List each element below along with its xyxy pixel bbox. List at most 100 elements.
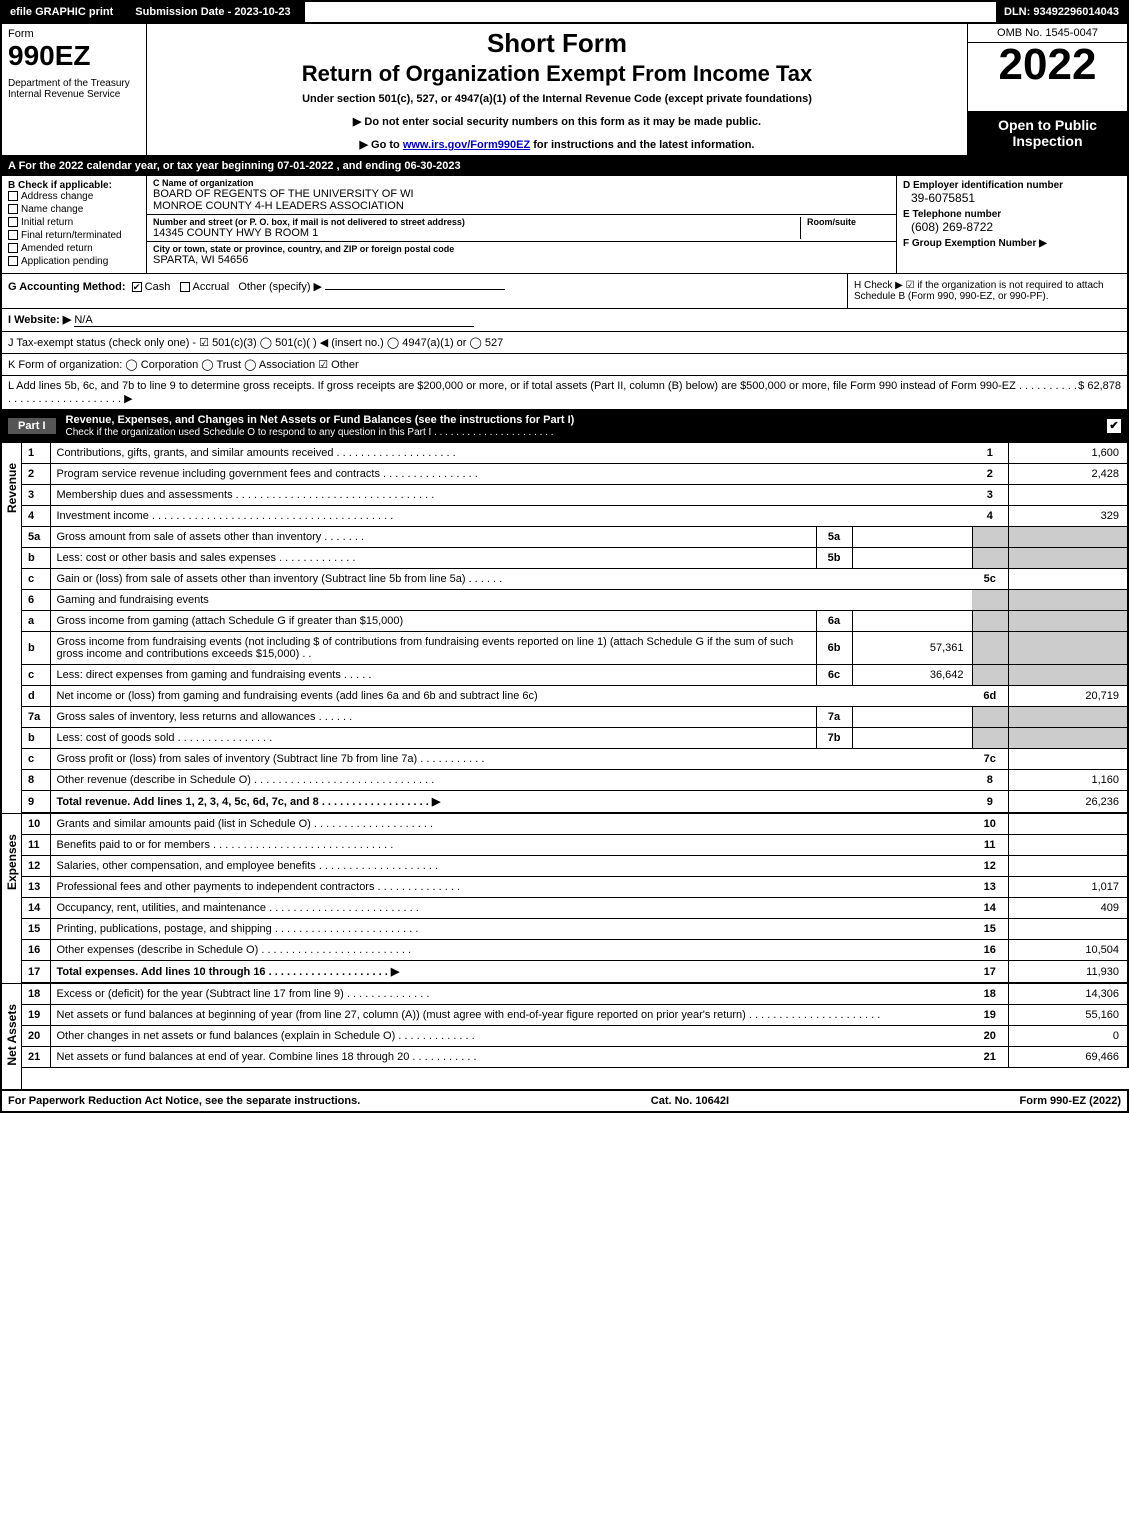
- submission-date-button[interactable]: Submission Date - 2023-10-23: [123, 2, 304, 22]
- instruction-line-2: ▶ Go to www.irs.gov/Form990EZ for instru…: [153, 138, 961, 151]
- part-1-title: Revenue, Expenses, and Changes in Net As…: [66, 414, 1107, 438]
- cb-application-pending[interactable]: Application pending: [8, 256, 140, 267]
- line-description: Other expenses (describe in Schedule O) …: [50, 940, 972, 961]
- header-center: Short Form Return of Organization Exempt…: [147, 24, 967, 155]
- right-line-number: 14: [972, 898, 1008, 919]
- line-description: Gross income from gaming (attach Schedul…: [50, 611, 816, 632]
- short-form-title: Short Form: [153, 28, 961, 59]
- right-line-value: [1008, 485, 1128, 506]
- line-description: Less: cost of goods sold . . . . . . . .…: [50, 728, 816, 749]
- mid-line-number: 6a: [816, 611, 852, 632]
- phone-label: E Telephone number: [903, 209, 1121, 220]
- right-line-value: [1008, 749, 1128, 770]
- part-1-header: Part I Revenue, Expenses, and Changes in…: [0, 410, 1129, 443]
- mid-line-number: 6c: [816, 665, 852, 686]
- right-line-number: 6d: [972, 686, 1008, 707]
- irs-link[interactable]: www.irs.gov/Form990EZ: [403, 139, 530, 151]
- c-name-label: C Name of organization: [153, 178, 890, 188]
- line-description: Less: direct expenses from gaming and fu…: [50, 665, 816, 686]
- street-address: 14345 COUNTY HWY B ROOM 1: [153, 227, 800, 239]
- table-row: cGain or (loss) from sale of assets othe…: [22, 569, 1128, 590]
- right-line-number: 11: [972, 835, 1008, 856]
- other-label: Other (specify) ▶: [238, 281, 322, 293]
- mid-line-value: 36,642: [852, 665, 972, 686]
- right-line-number: [972, 707, 1008, 728]
- cb-cash[interactable]: [132, 282, 142, 292]
- efile-print-button[interactable]: efile GRAPHIC print: [2, 2, 123, 22]
- ein-value: 39-6075851: [911, 191, 1121, 205]
- mid-line-number: 7a: [816, 707, 852, 728]
- line-description: Gaming and fundraising events: [50, 590, 972, 611]
- subtitle: Under section 501(c), 527, or 4947(a)(1)…: [153, 93, 961, 105]
- goto-post: for instructions and the latest informat…: [530, 139, 754, 151]
- right-line-number: [972, 665, 1008, 686]
- other-input-line[interactable]: [325, 289, 505, 290]
- right-line-value: 1,017: [1008, 877, 1128, 898]
- right-line-value: 20,719: [1008, 686, 1128, 707]
- table-row: 5aGross amount from sale of assets other…: [22, 527, 1128, 548]
- table-row: 4Investment income . . . . . . . . . . .…: [22, 506, 1128, 527]
- mid-line-number: 5b: [816, 548, 852, 569]
- cb-final-return[interactable]: Final return/terminated: [8, 230, 140, 241]
- right-line-value: [1008, 856, 1128, 877]
- line-description: Investment income . . . . . . . . . . . …: [50, 506, 972, 527]
- row-i-website: I Website: ▶ N/A: [0, 309, 1129, 332]
- part-1-checkbox[interactable]: ✔: [1107, 419, 1121, 433]
- revenue-side-label: Revenue: [0, 443, 22, 813]
- expenses-table: 10Grants and similar amounts paid (list …: [22, 814, 1129, 983]
- line-number: c: [22, 569, 50, 590]
- line-number: d: [22, 686, 50, 707]
- header-left: Form 990EZ Department of the Treasury In…: [2, 24, 147, 155]
- right-line-value: [1008, 814, 1128, 835]
- line-number: c: [22, 665, 50, 686]
- line-number: c: [22, 749, 50, 770]
- line-number: 4: [22, 506, 50, 527]
- city-label: City or town, state or province, country…: [153, 244, 890, 254]
- revenue-table: 1Contributions, gifts, grants, and simil…: [22, 443, 1129, 813]
- group-exemption-label: F Group Exemption Number ▶: [903, 238, 1121, 249]
- mid-line-value: [852, 527, 972, 548]
- form-label: Form: [8, 28, 140, 40]
- right-line-number: 4: [972, 506, 1008, 527]
- table-row: 11Benefits paid to or for members . . . …: [22, 835, 1128, 856]
- ein-label: D Employer identification number: [903, 180, 1121, 191]
- line-number: 13: [22, 877, 50, 898]
- line-description: Total expenses. Add lines 10 through 16 …: [50, 961, 972, 983]
- line-number: 10: [22, 814, 50, 835]
- line-description: Net assets or fund balances at beginning…: [50, 1005, 972, 1026]
- cb-accrual[interactable]: [180, 282, 190, 292]
- mid-line-value: [852, 728, 972, 749]
- box-d: D Employer identification number 39-6075…: [897, 176, 1127, 273]
- section-a-period: A For the 2022 calendar year, or tax yea…: [0, 157, 1129, 176]
- revenue-section: Revenue 1Contributions, gifts, grants, a…: [0, 443, 1129, 814]
- right-line-number: 19: [972, 1005, 1008, 1026]
- department-label: Department of the Treasury Internal Reve…: [8, 78, 140, 100]
- cb-amended-return[interactable]: Amended return: [8, 243, 140, 254]
- cb-initial-return[interactable]: Initial return: [8, 217, 140, 228]
- right-line-value: 329: [1008, 506, 1128, 527]
- line-number: 21: [22, 1047, 50, 1068]
- line-number: 7a: [22, 707, 50, 728]
- right-line-value: 14,306: [1008, 984, 1128, 1005]
- mid-line-value: 57,361: [852, 632, 972, 665]
- row-bcd: B Check if applicable: Address change Na…: [0, 176, 1129, 274]
- footer-left: For Paperwork Reduction Act Notice, see …: [8, 1095, 360, 1107]
- right-line-value: 1,600: [1008, 443, 1128, 464]
- city-state-zip: SPARTA, WI 54656: [153, 254, 890, 266]
- line-description: Contributions, gifts, grants, and simila…: [50, 443, 972, 464]
- cb-address-change[interactable]: Address change: [8, 191, 140, 202]
- line-description: Total revenue. Add lines 1, 2, 3, 4, 5c,…: [50, 791, 972, 813]
- table-row: 12Salaries, other compensation, and empl…: [22, 856, 1128, 877]
- line-number: 9: [22, 791, 50, 813]
- right-line-value: [1008, 632, 1128, 665]
- line-description: Benefits paid to or for members . . . . …: [50, 835, 972, 856]
- table-row: 8Other revenue (describe in Schedule O) …: [22, 770, 1128, 791]
- right-line-number: 3: [972, 485, 1008, 506]
- line-number: b: [22, 548, 50, 569]
- line-description: Salaries, other compensation, and employ…: [50, 856, 972, 877]
- addr-label: Number and street (or P. O. box, if mail…: [153, 217, 800, 227]
- mid-line-number: 5a: [816, 527, 852, 548]
- right-line-number: 8: [972, 770, 1008, 791]
- row-gh: G Accounting Method: Cash Accrual Other …: [0, 274, 1129, 309]
- cb-name-change[interactable]: Name change: [8, 204, 140, 215]
